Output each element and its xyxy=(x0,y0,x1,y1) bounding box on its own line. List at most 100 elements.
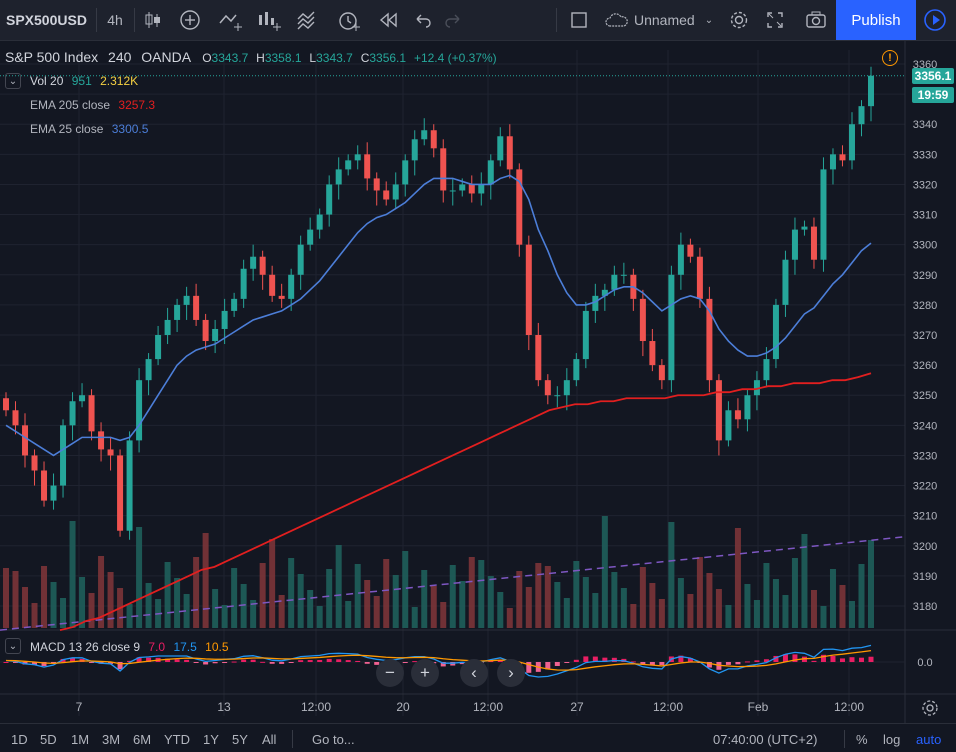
macd-histogram-bar xyxy=(70,658,76,662)
volume-bar xyxy=(430,586,437,628)
warning-icon[interactable]: ! xyxy=(882,50,898,66)
ohlc-change: +12.4 (+0.37%) xyxy=(413,51,497,65)
volume-bar xyxy=(677,578,684,628)
ohlc-close: 3356.1 xyxy=(369,51,407,65)
candle-body xyxy=(449,190,456,192)
candle-body xyxy=(421,130,428,140)
camera-icon[interactable] xyxy=(800,0,832,40)
macd-histogram-bar xyxy=(3,662,9,663)
volume-bar xyxy=(136,527,143,628)
candle-body xyxy=(848,124,855,161)
macd-histogram-bar xyxy=(336,659,342,662)
candle-body xyxy=(696,256,703,299)
scroll-right-button[interactable]: › xyxy=(497,659,525,687)
macd-histogram-bar xyxy=(402,662,408,663)
candles-icon[interactable] xyxy=(138,0,168,40)
candle-body xyxy=(212,328,219,342)
range-3m[interactable]: 3M xyxy=(102,732,121,747)
volume-bar xyxy=(506,608,513,628)
macd-histogram-bar xyxy=(754,660,760,662)
price-chart[interactable]: 3360335033403330332033103300329032803270… xyxy=(0,41,956,723)
macd-histogram-bar xyxy=(298,660,304,662)
range-all[interactable]: All xyxy=(262,732,277,747)
candle-body xyxy=(221,310,228,329)
candle-body xyxy=(117,455,124,531)
range-ytd[interactable]: YTD xyxy=(164,732,190,747)
indicators-icon[interactable] xyxy=(252,0,286,40)
layout-menu-button[interactable]: Unnamed ⌄ xyxy=(604,0,720,40)
percent-toggle[interactable]: % xyxy=(856,732,868,747)
volume-bar xyxy=(297,574,304,628)
range-1y[interactable]: 1Y xyxy=(203,732,219,747)
zoom-in-button[interactable]: + xyxy=(411,659,439,687)
settings-gear-icon[interactable] xyxy=(724,0,754,40)
axis-settings-gear-icon[interactable] xyxy=(920,698,940,718)
range-5y[interactable]: 5Y xyxy=(232,732,248,747)
volume-bar xyxy=(658,599,665,628)
volume-bar xyxy=(221,605,228,628)
candle-body xyxy=(3,398,9,411)
time-axis-label: 12:00 xyxy=(834,700,864,714)
macd-histogram-bar xyxy=(32,662,38,665)
compare-icon[interactable] xyxy=(214,0,248,40)
zoom-out-button[interactable]: − xyxy=(376,659,404,687)
candle-body xyxy=(60,425,67,486)
range-5d[interactable]: 5D xyxy=(40,732,57,747)
ohlc-close-label: C xyxy=(360,51,370,65)
volume-bar xyxy=(288,558,295,628)
macd-histogram-bar xyxy=(174,659,180,662)
price-axis-label: 3200 xyxy=(913,541,937,553)
ema205-label: EMA 205 close xyxy=(30,98,111,112)
macd-histogram-bar xyxy=(830,656,836,662)
candle-body xyxy=(763,359,770,381)
candle-body xyxy=(820,169,827,260)
volume-bar xyxy=(544,566,551,628)
undo-icon[interactable] xyxy=(408,0,438,40)
ema25-value: 3300.5 xyxy=(111,122,149,136)
volume-bar xyxy=(601,516,608,628)
legend-exchange: OANDA xyxy=(141,49,191,65)
candle-body xyxy=(50,485,57,501)
bottom-divider xyxy=(844,730,845,748)
price-axis-label: 3310 xyxy=(913,210,937,222)
alert-icon[interactable] xyxy=(332,0,366,40)
templates-icon[interactable] xyxy=(292,0,326,40)
add-indicator-icon[interactable] xyxy=(174,0,206,40)
collapse-legend-chevron-icon[interactable]: ⌄ xyxy=(5,73,21,89)
range-1m[interactable]: 1M xyxy=(71,732,90,747)
select-rect-icon[interactable] xyxy=(564,0,594,40)
macd-histogram-bar xyxy=(269,662,275,664)
candle-body xyxy=(744,395,751,420)
goto-button[interactable]: Go to... xyxy=(312,732,355,747)
macd-axis-label: 0.0 xyxy=(917,657,932,669)
macd-histogram-bar xyxy=(231,661,237,663)
price-axis-label: 3340 xyxy=(913,119,937,131)
auto-toggle[interactable]: auto xyxy=(916,732,942,747)
ohlc-high: 3358.1 xyxy=(264,51,302,65)
collapse-macd-chevron-icon[interactable]: ⌄ xyxy=(5,638,21,654)
publish-button[interactable]: Publish xyxy=(836,0,916,40)
candle-body xyxy=(753,380,760,396)
range-6m[interactable]: 6M xyxy=(133,732,152,747)
symbol-search-button[interactable]: SPX500USD xyxy=(6,12,87,28)
candle-body xyxy=(174,304,181,320)
replay-icon[interactable] xyxy=(372,0,406,40)
macd-histogram-bar xyxy=(326,658,332,662)
scroll-left-button[interactable]: ‹ xyxy=(460,659,488,687)
candle-body xyxy=(202,319,209,342)
play-icon[interactable] xyxy=(918,0,952,40)
log-toggle[interactable]: log xyxy=(883,732,901,747)
ema25-legend: EMA 25 close 3300.5 xyxy=(30,122,148,136)
fullscreen-icon[interactable] xyxy=(760,0,790,40)
price-axis-label: 3240 xyxy=(913,420,937,432)
macd-histogram-bar xyxy=(849,657,855,662)
range-1d[interactable]: 1D xyxy=(11,732,28,747)
macd-histogram-bar xyxy=(117,662,123,670)
volume-bar xyxy=(174,578,181,628)
volume-bar xyxy=(326,569,333,628)
candle-body xyxy=(620,274,627,276)
interval-button[interactable]: 4h xyxy=(107,12,123,28)
volume-bar xyxy=(497,592,504,628)
volume-bar xyxy=(639,567,646,628)
redo-icon[interactable] xyxy=(438,0,468,40)
